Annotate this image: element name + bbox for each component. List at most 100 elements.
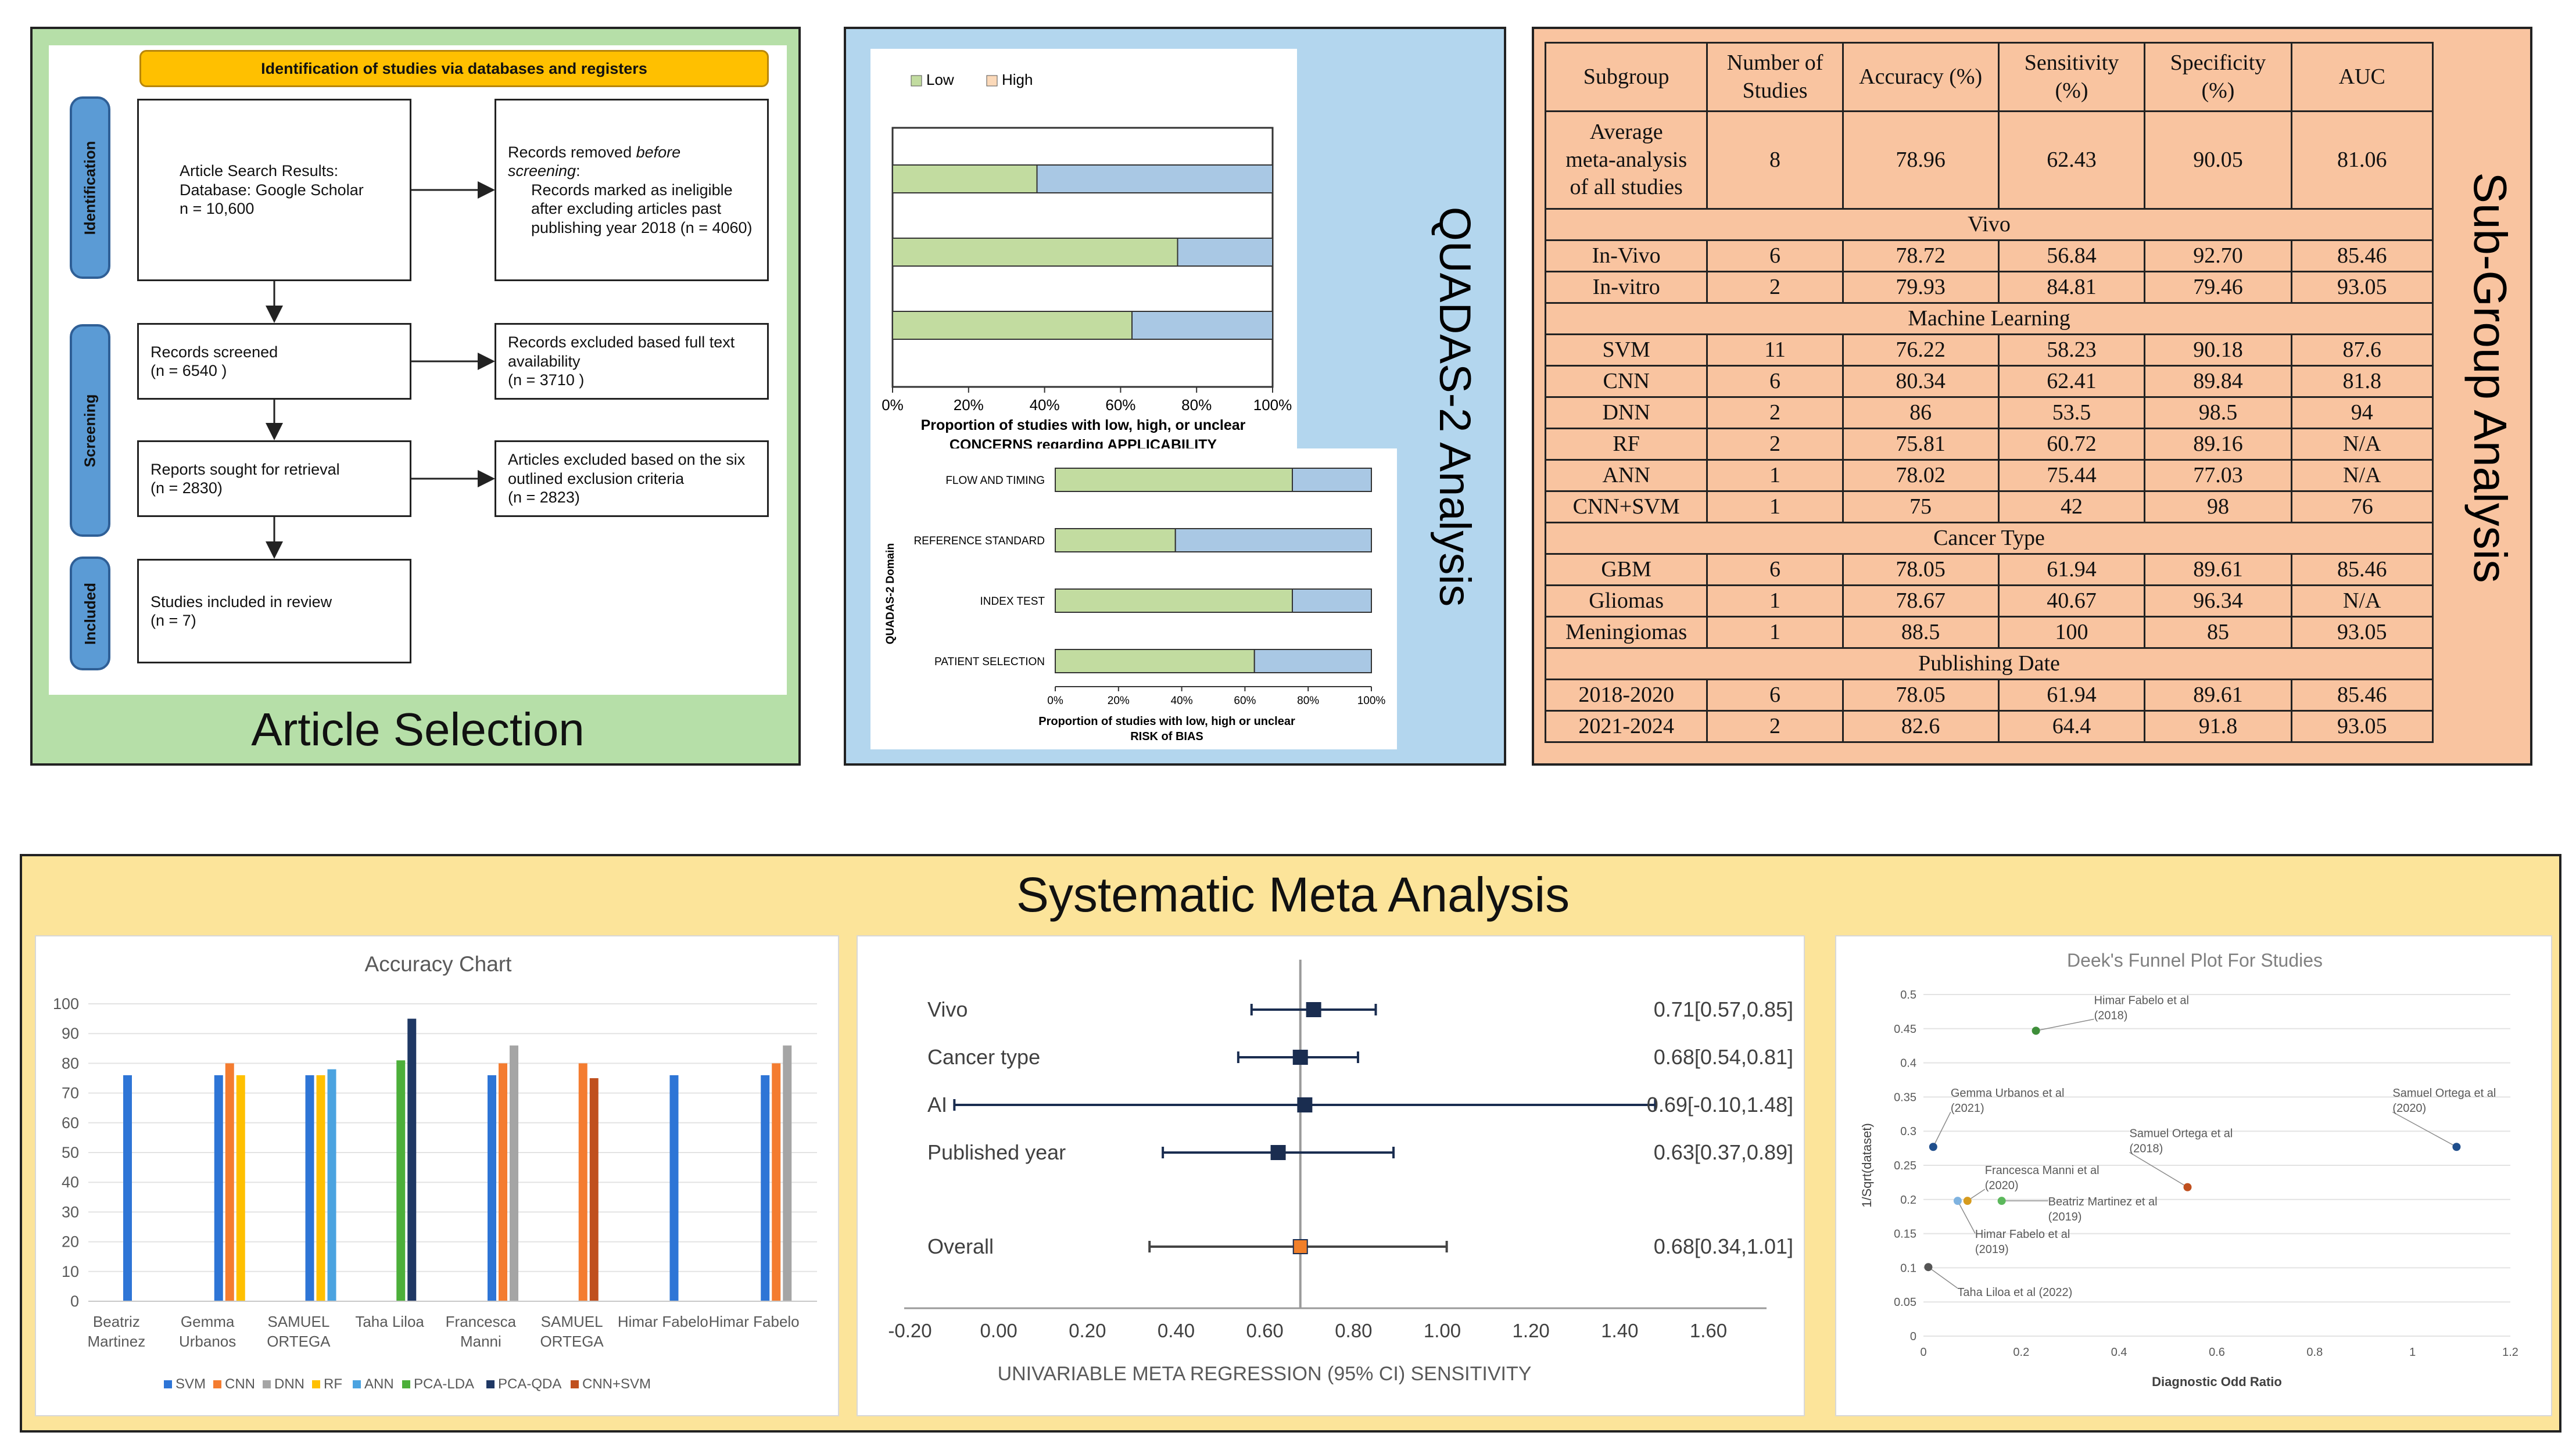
funnel-point-label: (2018) bbox=[2094, 1009, 2128, 1022]
bias-bar-low bbox=[1055, 468, 1293, 492]
bias-xlabel-line1: Proportion of studies with low, high or … bbox=[1038, 715, 1295, 728]
funnel-point-label: Samuel Ortega et al bbox=[2130, 1128, 2233, 1140]
records-removed-detail: Records marked as ineligible after exclu… bbox=[531, 181, 753, 236]
applicability-tick-label: 40% bbox=[1030, 396, 1060, 414]
records-removed-prefix: Records removed bbox=[508, 143, 636, 161]
table-cell: 58.23 bbox=[1997, 333, 2146, 367]
accuracy-category-label: Beatriz bbox=[93, 1313, 140, 1330]
search-results-line2: Database: Google Scholar bbox=[180, 181, 364, 199]
accuracy-category-label: Gemma bbox=[181, 1313, 235, 1330]
accuracy-legend-label: PCA-QDA bbox=[498, 1376, 561, 1392]
table-cell: 8 bbox=[1706, 110, 1844, 210]
table-cell: In-vitro bbox=[1544, 271, 1708, 304]
funnel-point bbox=[2452, 1143, 2461, 1151]
reports-sought-line1: Reports sought for retrieval bbox=[151, 460, 340, 478]
funnel-point-label: Himar Fabelo et al bbox=[1975, 1228, 2070, 1241]
table-cell: SVM bbox=[1544, 333, 1708, 367]
accuracy-bar bbox=[407, 1018, 417, 1301]
bias-ylabel: QUADAS-2 Domain bbox=[884, 543, 897, 644]
forest-plot-svg: Vivo 0.71[0.57,0.85] Cancer type 0.68[0.54,… bbox=[888, 960, 1793, 1385]
bias-chart: QUADAS-2 Domain FLOW AND TIMING REFERENCE… bbox=[870, 448, 1397, 749]
table-row: CNN+SVM 1 75 42 98 76 bbox=[1544, 490, 2434, 523]
subgroup-title-svg: Sub-Group Analysis bbox=[2464, 172, 2516, 583]
table-cell: 82.6 bbox=[1841, 710, 2000, 743]
table-section-title: Cancer Type bbox=[1545, 522, 2434, 555]
bias-tick-label: 60% bbox=[1234, 695, 1256, 707]
forest-estimate-marker bbox=[1297, 1097, 1313, 1112]
table-header-text: (%) bbox=[2055, 78, 2088, 103]
table-section-row: Publishing Date bbox=[1545, 647, 2434, 680]
articles-excluded-n: (n = 2823) bbox=[508, 489, 580, 507]
forest-xtick-label: 1.40 bbox=[1601, 1320, 1638, 1341]
average-label-line: Average bbox=[1589, 120, 1663, 145]
table-cell: 56.84 bbox=[1997, 239, 2146, 272]
table-cell: 77.03 bbox=[2144, 459, 2292, 492]
average-label-line: meta-analysis bbox=[1565, 147, 1688, 172]
studies-included-line2: (n = 7) bbox=[151, 612, 196, 629]
table-cell: 94 bbox=[2290, 396, 2434, 429]
funnel-ytick-label: 0.25 bbox=[1894, 1160, 1916, 1172]
table-cell: 85 bbox=[2144, 616, 2292, 649]
table-row: In-vitro 2 79.93 84.81 79.46 93.05 bbox=[1544, 271, 2434, 304]
table-cell: 89.16 bbox=[2144, 428, 2292, 461]
table-section-title: Machine Learning bbox=[1545, 302, 2434, 335]
bias-xlabel-line2: RISK of BIAS bbox=[1130, 730, 1203, 743]
table-cell: 78.02 bbox=[1841, 459, 2000, 492]
accuracy-legend-swatch bbox=[213, 1380, 221, 1388]
records-removed-colon: : bbox=[576, 162, 581, 180]
table-cell-average-label: Average meta-analysis of all studies bbox=[1544, 110, 1708, 210]
table-cell: 78.96 bbox=[1841, 110, 2000, 210]
accuracy-legend-swatch bbox=[164, 1380, 172, 1388]
table-cell: 98.5 bbox=[2144, 396, 2292, 429]
bias-bar-low bbox=[1055, 649, 1255, 673]
accuracy-category-label: SAMUEL bbox=[541, 1313, 603, 1330]
table-cell: 100 bbox=[1997, 616, 2146, 649]
reports-sought-line2: (n = 2830) bbox=[151, 479, 223, 497]
accuracy-bar bbox=[772, 1063, 781, 1301]
table-cell: 81.8 bbox=[2290, 365, 2434, 398]
forest-row-label: Overall bbox=[927, 1234, 994, 1258]
table-row: DNN 2 86 53.5 98.5 94 bbox=[1544, 396, 2434, 429]
forest-estimate-text: 0.63[0.37,0.89] bbox=[1654, 1140, 1793, 1164]
table-cell: 89.61 bbox=[2144, 679, 2292, 712]
accuracy-legend-label: CNN+SVM bbox=[582, 1376, 651, 1392]
accuracy-bar bbox=[305, 1075, 314, 1301]
accuracy-legend-label: CNN bbox=[225, 1376, 255, 1392]
accuracy-chart-svg: Accuracy Chart 0 10 20 30 40 50 60 70 80 90 100 Beat… bbox=[53, 952, 817, 1392]
accuracy-ytick-label: 20 bbox=[62, 1233, 79, 1251]
forest-xtick-label: 1.60 bbox=[1690, 1320, 1727, 1341]
bias-category-label: REFERENCE STANDARD bbox=[913, 535, 1045, 547]
table-cell: 79.46 bbox=[2144, 271, 2292, 304]
bias-category-label: INDEX TEST bbox=[980, 595, 1045, 608]
accuracy-category-label: Himar Fabelo bbox=[618, 1313, 708, 1330]
meta-panel: Systematic Meta Analysis Accuracy Chart 0… bbox=[20, 854, 2561, 1433]
accuracy-bar bbox=[316, 1075, 325, 1301]
table-row: RF 2 75.81 60.72 89.16 N/A bbox=[1544, 428, 2434, 461]
table-cell: 2 bbox=[1706, 710, 1844, 743]
article-selection-title: Article Selection bbox=[251, 703, 585, 755]
forest-xlabel: UNIVARIABLE META REGRESSION (95% CI) SEN… bbox=[998, 1363, 1532, 1385]
funnel-point bbox=[1924, 1263, 1933, 1272]
funnel-plot-svg: Deek's Funnel Plot For Studies 0 0.05 0.1 0.… bbox=[1860, 950, 2518, 1389]
accuracy-bar bbox=[510, 1045, 518, 1301]
table-section-row: Machine Learning bbox=[1545, 302, 2434, 335]
bias-bar-unclear bbox=[1292, 468, 1372, 492]
forest-row-label: AI bbox=[927, 1093, 947, 1117]
accuracy-ytick-label: 60 bbox=[62, 1114, 79, 1132]
accuracy-bar bbox=[214, 1075, 223, 1301]
table-cell: 81.06 bbox=[2290, 110, 2434, 210]
table-cell: 61.94 bbox=[1997, 679, 2146, 712]
bias-tick-label: 100% bbox=[1357, 695, 1386, 707]
table-cell: 61.94 bbox=[1997, 553, 2146, 586]
table-cell: 2 bbox=[1706, 271, 1844, 304]
quadas-title: QUADAS-2 Analysis bbox=[1430, 207, 1479, 606]
table-cell: 87.6 bbox=[2290, 333, 2434, 367]
table-header-cell: AUC bbox=[2290, 42, 2434, 112]
funnel-point-label: (2020) bbox=[1985, 1179, 2019, 1192]
accuracy-bar bbox=[783, 1045, 792, 1301]
table-cell: 2018-2020 bbox=[1544, 679, 1708, 712]
bias-bar-low bbox=[1055, 528, 1176, 552]
average-label-line: of all studies bbox=[1570, 175, 1683, 200]
table-cell: 76.22 bbox=[1841, 333, 2000, 367]
accuracy-bar bbox=[578, 1063, 587, 1301]
